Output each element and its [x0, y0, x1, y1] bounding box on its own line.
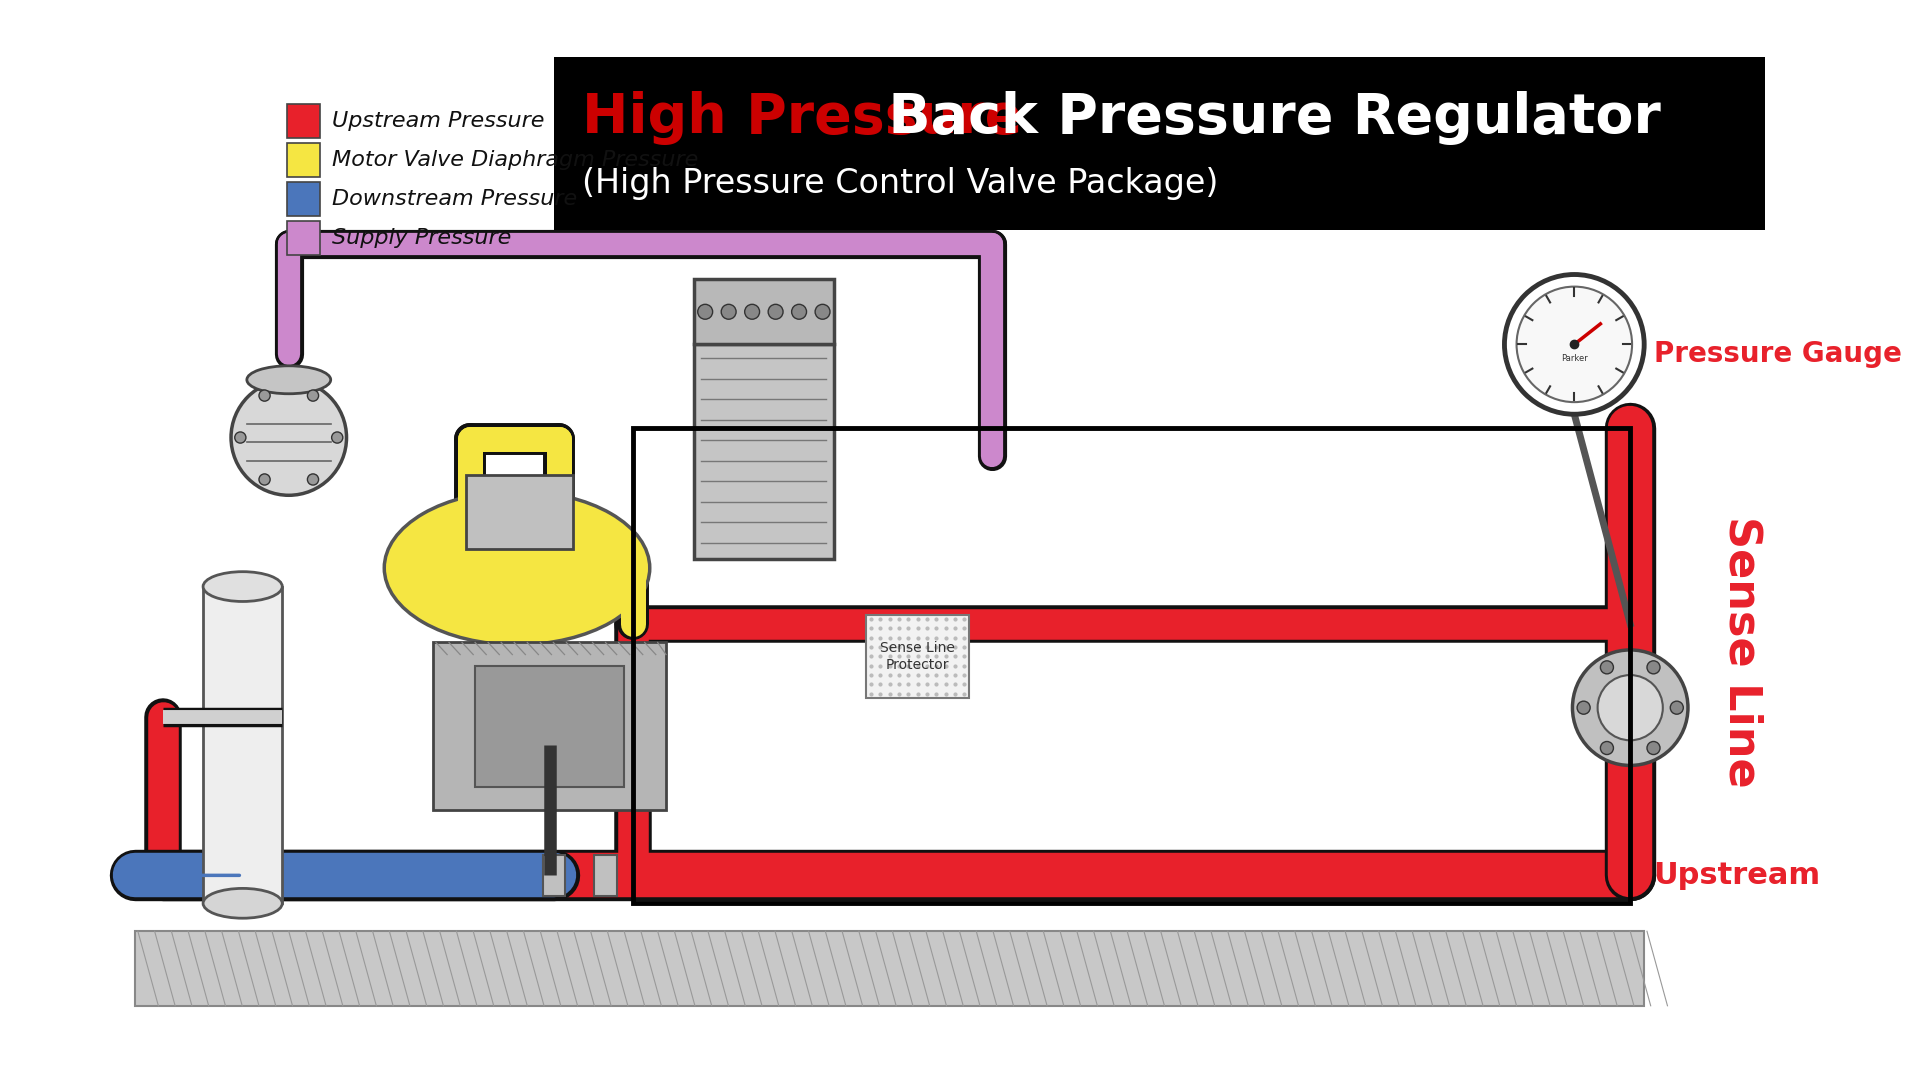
Text: Motor Valve Diaphragm Pressure: Motor Valve Diaphragm Pressure: [332, 150, 699, 170]
Bar: [634, 428, 1630, 903]
Text: Upstream Pressure: Upstream Pressure: [332, 111, 543, 131]
Bar: [204, 586, 282, 903]
Ellipse shape: [248, 366, 330, 394]
Circle shape: [1517, 286, 1632, 402]
Circle shape: [259, 474, 271, 485]
Bar: [866, 615, 970, 699]
Bar: [693, 345, 833, 558]
Circle shape: [1597, 675, 1663, 740]
Circle shape: [1601, 742, 1613, 755]
Text: Back Pressure Regulator: Back Pressure Regulator: [870, 91, 1661, 145]
Text: Pressure Gauge: Pressure Gauge: [1653, 340, 1901, 367]
Text: Downstream Pressure: Downstream Pressure: [332, 189, 576, 210]
Bar: [543, 855, 566, 895]
Ellipse shape: [204, 889, 282, 918]
Bar: [286, 183, 321, 216]
Circle shape: [234, 432, 246, 443]
Ellipse shape: [384, 491, 649, 645]
Circle shape: [768, 305, 783, 320]
Circle shape: [722, 305, 735, 320]
Circle shape: [1601, 661, 1613, 674]
Bar: [474, 665, 624, 787]
Bar: [286, 221, 321, 255]
Circle shape: [697, 305, 712, 320]
Bar: [434, 643, 666, 810]
Circle shape: [1647, 661, 1661, 674]
Bar: [693, 279, 833, 345]
Circle shape: [230, 380, 346, 496]
Circle shape: [259, 390, 271, 401]
Text: High Pressure: High Pressure: [582, 91, 1023, 145]
Bar: [286, 144, 321, 177]
Circle shape: [816, 305, 829, 320]
Bar: [467, 475, 572, 550]
Bar: [555, 57, 1764, 230]
Circle shape: [1505, 274, 1644, 415]
Circle shape: [791, 305, 806, 320]
Text: (High Pressure Control Valve Package): (High Pressure Control Valve Package): [582, 166, 1219, 200]
Circle shape: [1647, 742, 1661, 755]
Bar: [134, 931, 1644, 1005]
Ellipse shape: [204, 571, 282, 602]
Circle shape: [1576, 701, 1590, 714]
Text: Parker: Parker: [1561, 354, 1588, 363]
Circle shape: [745, 305, 760, 320]
Bar: [595, 855, 616, 895]
Circle shape: [1572, 650, 1688, 766]
Text: Supply Pressure: Supply Pressure: [332, 228, 511, 248]
Text: Sense Line: Sense Line: [1720, 516, 1763, 787]
Text: Upstream: Upstream: [1653, 861, 1820, 890]
Circle shape: [307, 390, 319, 401]
Text: Sense Line
Protector: Sense Line Protector: [879, 642, 954, 672]
Bar: [286, 104, 321, 137]
Circle shape: [332, 432, 344, 443]
Circle shape: [1670, 701, 1684, 714]
Circle shape: [307, 474, 319, 485]
